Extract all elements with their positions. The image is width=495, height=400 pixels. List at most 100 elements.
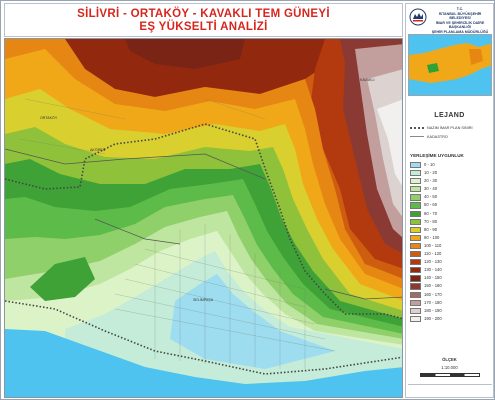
legend-class-label: 120 - 130 — [424, 259, 442, 265]
place-label-akoren: AKÖREN — [90, 148, 106, 152]
panel-footer — [408, 384, 492, 396]
legend-class-label: 70 - 80 — [424, 218, 438, 224]
hill-east-summit — [377, 99, 402, 186]
legend-class-row: 20 - 30 — [410, 177, 492, 185]
title-block: SİLİVRİ - ORTAKÖY - KAVAKLI TEM GÜNEYİ E… — [4, 3, 403, 37]
legend-boundary-label: NAZIM İMAR PLAN SINIRI — [427, 126, 473, 130]
legend-class-row: 110 - 120 — [410, 250, 492, 258]
legend-swatch — [410, 267, 421, 274]
ridge-north-peak — [125, 39, 245, 69]
legend-class-label: 130 - 140 — [424, 267, 442, 273]
legend-class-label: 90 - 100 — [424, 234, 440, 240]
legend-class-label: 20 - 30 — [424, 178, 438, 184]
legend-class-label: 170 - 180 — [424, 299, 442, 305]
legend-swatch — [410, 259, 421, 266]
legend-class-label: 150 - 160 — [424, 283, 442, 289]
legend-class-row: 80 - 90 — [410, 226, 492, 234]
location-inset-map — [408, 34, 492, 96]
legend-class-row: 160 - 170 — [410, 291, 492, 299]
legend-class-label: 40 - 50 — [424, 194, 438, 200]
ridge-north — [65, 39, 335, 97]
legend-class-row: 120 - 130 — [410, 258, 492, 266]
place-label-selimpasa: SELİMPAŞA — [193, 297, 214, 302]
scale-bar — [420, 373, 480, 377]
inset-map-svg — [409, 35, 491, 95]
legend-class-label: 190 - 200 — [424, 315, 442, 321]
legend-swatch — [410, 315, 421, 322]
roads — [5, 148, 402, 300]
legend-swatch — [410, 226, 421, 233]
map-title: SİLİVRİ - ORTAKÖY - KAVAKLI TEM GÜNEYİ — [77, 8, 330, 20]
legend-swatch — [410, 275, 421, 282]
legend-class-row: 190 - 200 — [410, 315, 492, 323]
elevation-map: ORTAKÖY AKÖREN SELİMPAŞA KAVAKLI — [4, 38, 403, 398]
legend-swatch — [410, 170, 421, 177]
legend-class-row: 10 - 20 — [410, 169, 492, 177]
legend-boundary-row: NAZIM İMAR PLAN SINIRI — [410, 125, 492, 132]
patch-west — [30, 257, 95, 301]
legend-class-row: 180 - 190 — [410, 307, 492, 315]
institution-text: T.C. İSTANBUL BÜYÜKŞEHİR BELEDİYESİ İMAR… — [431, 7, 489, 34]
legend-class-label: 80 - 90 — [424, 226, 438, 232]
place-label-ortakoy: ORTAKÖY — [40, 116, 58, 120]
legend-kadastro-row: KADASTRO — [410, 134, 492, 141]
legend-swatch — [410, 218, 421, 225]
legend-class-label: 60 - 70 — [424, 210, 438, 216]
legend-class-row: 90 - 100 — [410, 234, 492, 242]
elevation-classes: 0 - 10 10 - 20 20 - 30 30 - 40 40 - 50 50 - 6… — [410, 161, 492, 323]
place-label-kavakli: KAVAKLI — [360, 78, 374, 82]
legend-swatch — [410, 242, 421, 250]
legend-swatch — [410, 202, 421, 209]
scale-title: ÖLÇEK — [442, 357, 457, 362]
legend-class-label: 30 - 40 — [424, 186, 438, 192]
legend-class-row: 140 - 150 — [410, 274, 492, 282]
legend-class-row: 130 - 140 — [410, 266, 492, 274]
legend-swatch — [410, 210, 421, 217]
legend-class-row: 70 - 80 — [410, 218, 492, 226]
map-subtitle: EŞ YÜKSELTİ ANALİZİ — [139, 21, 268, 33]
inset-site-marker — [427, 63, 439, 73]
boundary-symbol-icon — [410, 127, 424, 130]
legend-class-label: 50 - 60 — [424, 202, 438, 208]
legend-swatch — [410, 251, 421, 258]
legend-class-row: 150 - 160 — [410, 282, 492, 290]
legend-title: LEJAND — [434, 112, 465, 119]
legend-swatch — [410, 194, 421, 201]
legend-class-label: 180 - 190 — [424, 307, 442, 313]
legend-swatch — [410, 162, 421, 169]
legend-class-row: 100 - 110 — [410, 242, 492, 250]
elevation-map-svg: ORTAKÖY AKÖREN SELİMPAŞA KAVAKLI — [5, 39, 402, 397]
legend-class-label: 10 - 20 — [424, 170, 438, 176]
legend-class-row: 60 - 70 — [410, 210, 492, 218]
legend-swatch — [410, 307, 421, 314]
kadastro-symbol-icon — [410, 136, 424, 139]
legend-kadastro-label: KADASTRO — [427, 135, 448, 139]
lowland-4 — [170, 274, 335, 369]
legend-class-label: 110 - 120 — [424, 251, 442, 257]
classes-title: YERLEŞİME UYGUNLUK — [410, 153, 464, 158]
legend-swatch — [410, 178, 421, 185]
legend-class-row: 30 - 40 — [410, 185, 492, 193]
cadastre-grid — [19, 98, 336, 369]
institution-block: T.C. İSTANBUL BÜYÜKŞEHİR BELEDİYESİ İMAR… — [406, 4, 493, 34]
legend-swatch — [410, 299, 421, 306]
legend-swatch — [410, 283, 421, 290]
legend-class-label: 0 - 10 — [424, 162, 435, 167]
legend-class-label: 140 - 150 — [424, 275, 442, 281]
municipality-logo-icon — [409, 8, 427, 26]
legend-class-label: 160 - 170 — [424, 291, 442, 297]
plan-boundary — [5, 123, 402, 320]
shore-boundary — [5, 300, 402, 375]
legend-panel: T.C. İSTANBUL BÜYÜKŞEHİR BELEDİYESİ İMAR… — [405, 3, 494, 398]
legend-class-label: 100 - 110 — [424, 242, 442, 248]
legend-swatch — [410, 234, 421, 242]
legend-class-row: 40 - 50 — [410, 193, 492, 201]
legend-class-row: 50 - 60 — [410, 201, 492, 209]
legend-swatch — [410, 291, 421, 298]
legend-class-row: 170 - 180 — [410, 299, 492, 307]
scale-value: 1:10.000 — [441, 365, 458, 370]
sea — [5, 329, 402, 397]
legend-swatch — [410, 186, 421, 193]
legend-class-row: 0 - 10 — [410, 161, 492, 169]
